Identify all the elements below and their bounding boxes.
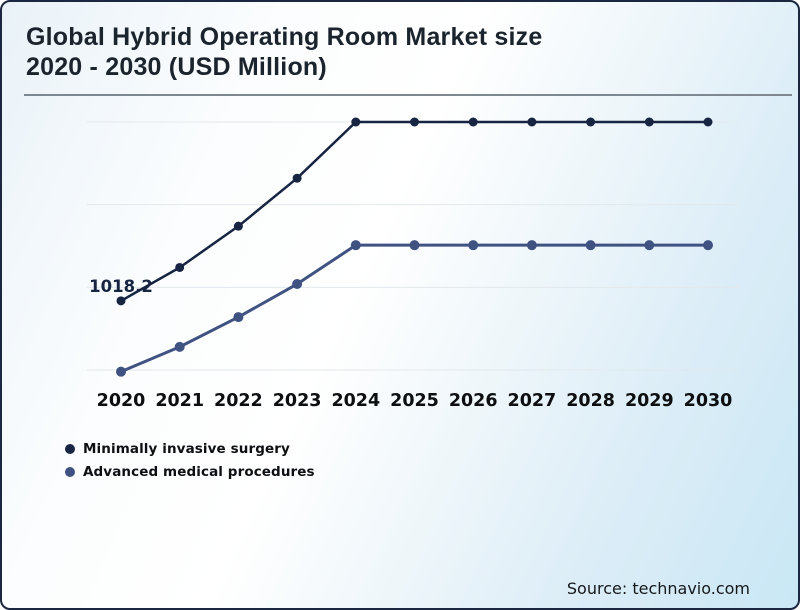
chart-title-line1: Global Hybrid Operating Room Market size: [26, 23, 543, 51]
title-divider: [24, 94, 792, 96]
x-axis-label: 2027: [508, 391, 557, 411]
x-axis-label: 2022: [214, 391, 263, 411]
data-point: [468, 117, 478, 127]
data-point: [527, 117, 537, 127]
data-point: [644, 117, 654, 127]
data-point: [526, 240, 537, 251]
x-axis-label: 2029: [625, 391, 674, 411]
source-attribution: Source: technavio.com: [566, 579, 750, 598]
data-point: [703, 117, 713, 127]
legend-marker-icon: [65, 443, 75, 454]
chart-title-line2: 2020 - 2030 (USD Million): [26, 53, 327, 81]
series-line-0: [120, 120, 708, 302]
data-point: [233, 312, 244, 323]
data-point: [468, 240, 479, 251]
x-axis-label: 2020: [97, 391, 146, 411]
legend-label: Minimally invasive surgery: [83, 440, 290, 457]
x-axis-label: 2030: [684, 391, 733, 411]
x-axis-label: 2021: [155, 391, 204, 411]
data-point: [351, 117, 361, 127]
legend: Minimally invasive surgery Advanced medi…: [65, 437, 315, 483]
x-axis-label: 2023: [273, 391, 322, 411]
data-point: [175, 262, 185, 272]
x-axis-label: 2028: [566, 391, 615, 411]
x-axis-label: 2024: [331, 391, 380, 411]
x-axis-label: 2026: [449, 391, 498, 411]
data-point: [116, 366, 126, 377]
data-point: [410, 117, 419, 127]
data-point: [644, 240, 655, 251]
data-point: [409, 240, 420, 251]
data-point-label: 1018.2: [89, 277, 153, 296]
data-point: [350, 240, 361, 251]
series-line-1: [120, 243, 708, 374]
data-point: [292, 279, 303, 290]
data-point: [292, 173, 302, 183]
data-point: [233, 221, 243, 231]
data-point: [586, 117, 596, 127]
legend-item-advanced-medical-procedures: Advanced medical procedures: [65, 460, 315, 483]
data-point: [703, 240, 713, 251]
legend-label: Advanced medical procedures: [83, 463, 315, 480]
legend-marker-icon: [65, 466, 75, 477]
legend-item-minimally-invasive-surgery: Minimally invasive surgery: [65, 437, 315, 460]
data-point: [585, 240, 596, 251]
x-axis-label: 2025: [390, 391, 439, 411]
data-point: [116, 296, 126, 306]
line-chart-plot-area: 2020 2021 2022 2023 2024 2025 2026 2027 2028 2029…: [87, 117, 739, 411]
data-point: [174, 341, 185, 352]
chart-title: Global Hybrid Operating Room Market size…: [26, 22, 766, 82]
